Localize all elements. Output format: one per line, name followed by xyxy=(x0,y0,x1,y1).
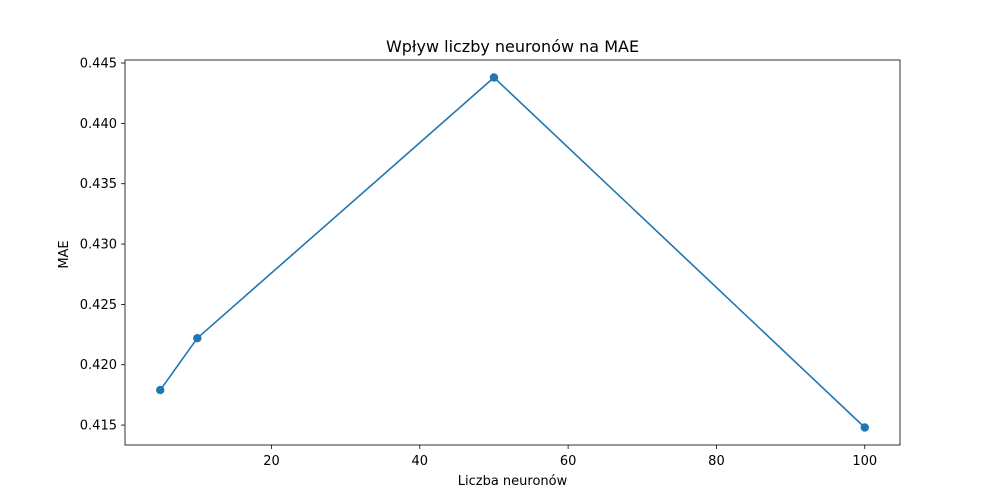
series-line xyxy=(159,76,866,429)
plot-area: 20 40 60 80 100 0.415 0.420 0.425 0.430 0.435 0.44… xyxy=(80,57,901,469)
x-tick-label: 20 xyxy=(263,454,280,469)
x-tick-label: 100 xyxy=(852,454,877,469)
x-tick-label: 40 xyxy=(412,454,429,469)
y-tick-label: 0.425 xyxy=(80,298,117,313)
x-axis-label: Liczba neuronów xyxy=(458,474,568,489)
y-tick-label: 0.415 xyxy=(80,419,117,434)
data-point xyxy=(860,423,869,432)
data-point xyxy=(156,385,165,395)
y-tick-label: 0.435 xyxy=(80,177,117,192)
chart-title: Wpływ liczby neuronów na MAE xyxy=(386,37,639,56)
x-tick-label: 60 xyxy=(560,454,577,469)
y-tick-label: 0.445 xyxy=(80,57,117,72)
y-tick-label: 0.440 xyxy=(80,117,117,132)
y-tick-label: 0.430 xyxy=(80,238,117,253)
data-point xyxy=(489,73,499,82)
y-tick-label: 0.420 xyxy=(80,358,117,373)
data-point xyxy=(193,333,202,343)
plot-frame xyxy=(124,59,901,446)
y-axis-label: MAE xyxy=(57,240,72,268)
x-tick-label: 80 xyxy=(708,454,725,469)
